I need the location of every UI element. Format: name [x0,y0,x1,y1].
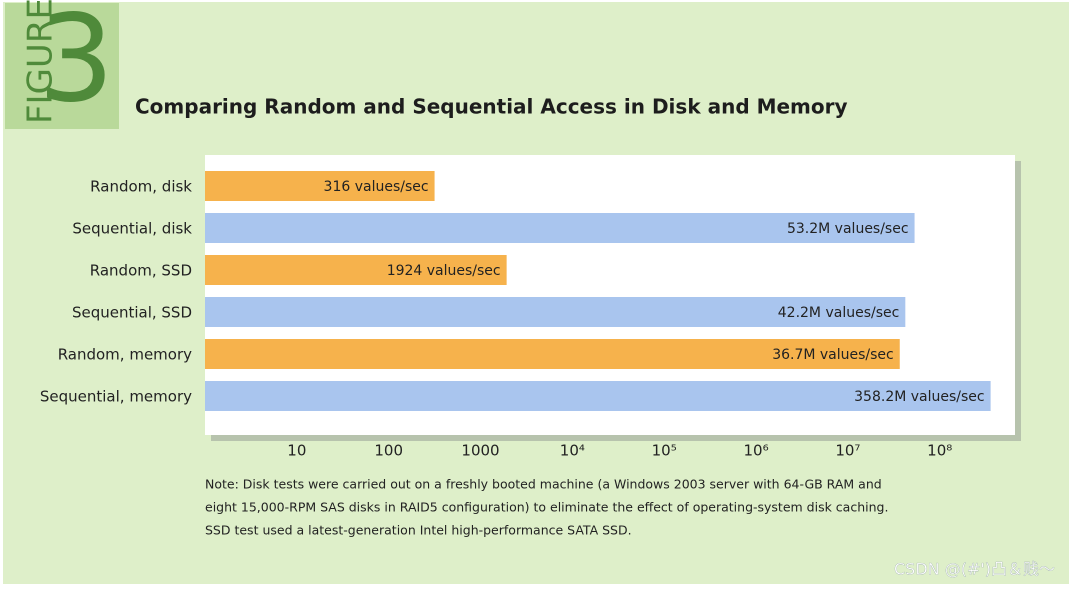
bar [205,297,906,327]
x-tick-label: 10 [287,442,306,460]
value-label: 316 values/sec [324,179,429,195]
bar [205,213,915,243]
value-label: 53.2M values/sec [787,221,909,237]
note-line: SSD test used a latest-generation Intel … [205,523,632,538]
value-label: 42.2M values/sec [778,305,900,321]
bar [205,255,507,285]
x-tick-label: 100 [374,442,403,460]
category-label: Sequential, SSD [72,304,192,322]
bar [205,339,900,369]
category-label: Sequential, memory [40,388,192,406]
category-label: Random, memory [58,346,192,364]
figure-badge [5,3,119,129]
category-label: Random, SSD [90,262,192,280]
note-line: Note: Disk tests were carried out on a f… [205,477,882,492]
figure-number: 3 [38,0,114,130]
x-tick-label: 10⁷ [835,442,860,460]
x-tick-label: 10⁶ [743,442,768,460]
value-label: 36.7M values/sec [772,347,894,363]
category-label: Sequential, disk [72,220,192,238]
value-label: 358.2M values/sec [854,389,984,405]
x-tick-label: 10⁵ [652,442,677,460]
watermark: CSDN @(#')凸＆贱～ [894,560,1055,579]
x-tick-label: 10⁸ [927,442,952,460]
value-label: 1924 values/sec [387,263,501,279]
category-label: Random, disk [90,178,192,196]
x-tick-label: 1000 [461,442,499,460]
bar [205,171,435,201]
note-line: eight 15,000-RPM SAS disks in RAID5 conf… [205,500,888,515]
figure-label: FIGURE [21,0,61,124]
bar [205,381,991,411]
x-tick-label: 10⁴ [560,442,585,460]
chart-title: Comparing Random and Sequential Access i… [135,95,848,119]
